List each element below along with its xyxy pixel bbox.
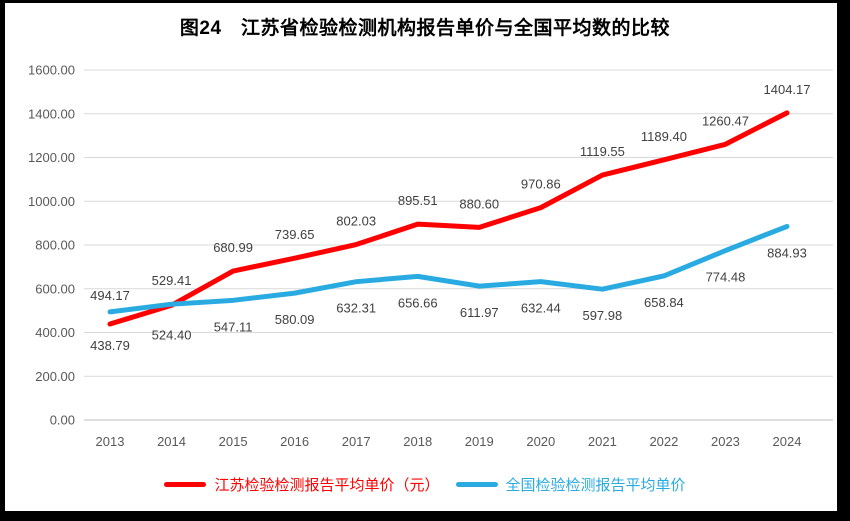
legend-label-national: 全国检验检测报告平均单价 [505,476,686,494]
data-label: 547.11 [214,319,253,334]
legend-item-national: 全国检验检测报告平均单价 [455,474,686,495]
y-tick-label: 1400.00 [28,106,75,121]
data-label: 1260.47 [702,113,749,128]
data-label: 739.65 [275,227,315,242]
window-border-right [837,0,850,521]
data-label: 597.98 [582,308,622,323]
window-border-left [0,0,5,521]
x-tick-label: 2017 [342,434,371,449]
legend-label-jiangsu: 江苏检验检测报告平均单价（元） [214,476,440,494]
x-tick-label: 2013 [96,434,125,449]
y-tick-label: 600.00 [35,281,75,296]
legend-item-jiangsu: 江苏检验检测报告平均单价（元） [164,474,440,495]
x-tick-label: 2020 [526,434,555,449]
data-label: 632.31 [336,301,376,316]
data-label: 1119.55 [580,144,625,159]
data-label: 774.48 [706,270,746,285]
x-tick-label: 2021 [588,434,617,449]
y-tick-label: 1600.00 [28,63,75,78]
y-tick-label: 1000.00 [28,194,75,209]
data-label: 658.84 [644,295,684,310]
data-label: 895.51 [398,193,438,208]
y-tick-label: 800.00 [35,238,75,253]
y-tick-label: 200.00 [35,369,75,384]
x-tick-label: 2015 [219,434,248,449]
x-tick-label: 2019 [465,434,494,449]
jiangsu-series-line [107,110,790,327]
x-tick-label: 2016 [280,434,309,449]
data-label: 632.44 [521,301,561,316]
red-line-swatch-icon [164,481,207,487]
y-tick-label: 0.00 [50,413,75,428]
window-border-top [0,0,850,3]
x-tick-label: 2023 [711,434,740,449]
window-border-bottom [0,511,850,521]
data-label: 884.93 [767,245,807,260]
y-tick-label: 1200.00 [28,150,75,165]
data-label: 880.60 [459,196,499,211]
data-label: 656.66 [398,295,438,310]
data-label: 1404.17 [764,82,811,97]
data-label: 680.99 [213,240,253,255]
chart-legend: 江苏检验检测报告平均单价（元） 全国检验检测报告平均单价 [0,471,850,497]
data-label: 580.09 [275,312,315,327]
x-tick-label: 2014 [157,434,186,449]
chart-title: 图24 江苏省检验检测机构报告单价与全国平均数的比较 [179,18,671,39]
data-label: 438.79 [90,338,130,353]
data-label: 524.40 [152,327,192,342]
data-label: 529.41 [152,273,192,288]
data-label: 970.86 [521,177,561,192]
data-label: 802.03 [336,214,376,229]
data-label: 494.17 [90,288,130,303]
data-label: 1189.40 [641,129,687,144]
data-label: 611.97 [460,305,499,320]
x-tick-label: 2018 [403,434,432,449]
blue-line-swatch-icon [455,481,498,487]
national-series-line [107,223,790,315]
x-tick-label: 2022 [649,434,678,449]
x-tick-label: 2024 [773,434,802,449]
y-tick-label: 400.00 [35,325,75,340]
